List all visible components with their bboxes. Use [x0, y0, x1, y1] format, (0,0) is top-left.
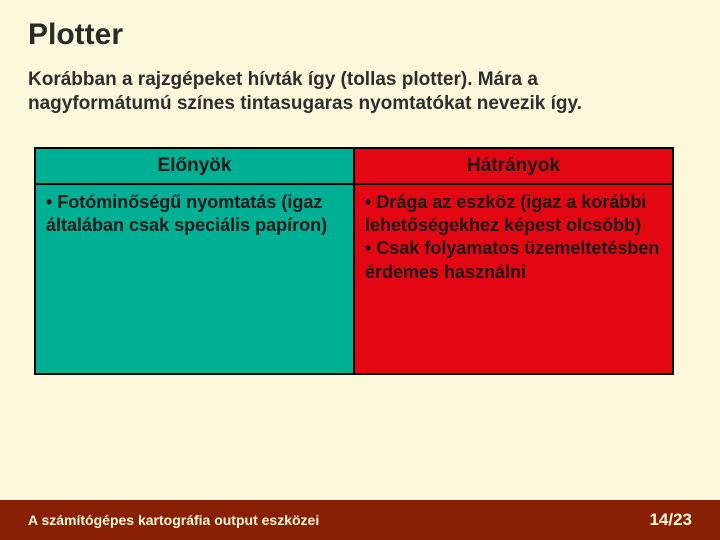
- page-number: 14/23: [649, 510, 692, 530]
- table-body-row: • Fotóminőségű nyomtatás (igaz általában…: [35, 184, 673, 374]
- cons-header: Hátrányok: [354, 148, 673, 184]
- slide-footer: A számítógépes kartográfia output eszköz…: [0, 500, 720, 540]
- pros-header: Előnyök: [35, 148, 354, 184]
- cons-item-text: Csak folyamatos üzemeltetésben érdemes h…: [365, 238, 659, 281]
- cons-item: • Drága az eszköz (igaz a korábbi lehető…: [365, 191, 662, 238]
- cons-cell: • Drága az eszköz (igaz a korábbi lehető…: [354, 184, 673, 374]
- cons-item: • Csak folyamatos üzemeltetésben érdemes…: [365, 237, 662, 284]
- comparison-table: Előnyök Hátrányok • Fotóminőségű nyomtat…: [34, 147, 674, 375]
- slide-container: Plotter Korábban a rajzgépeket hívták íg…: [0, 0, 720, 540]
- pros-item-text: Fotóminőségű nyomtatás (igaz általában c…: [46, 192, 327, 235]
- table-header-row: Előnyök Hátrányok: [35, 148, 673, 184]
- cons-item-text: Drága az eszköz (igaz a korábbi lehetősé…: [365, 192, 646, 235]
- page-title: Plotter: [28, 18, 692, 52]
- footer-subtitle: A számítógépes kartográfia output eszköz…: [28, 512, 319, 528]
- pros-item: • Fotóminőségű nyomtatás (igaz általában…: [46, 191, 343, 238]
- slide-description: Korábban a rajzgépeket hívták így (tolla…: [28, 68, 668, 117]
- pros-cell: • Fotóminőségű nyomtatás (igaz általában…: [35, 184, 354, 374]
